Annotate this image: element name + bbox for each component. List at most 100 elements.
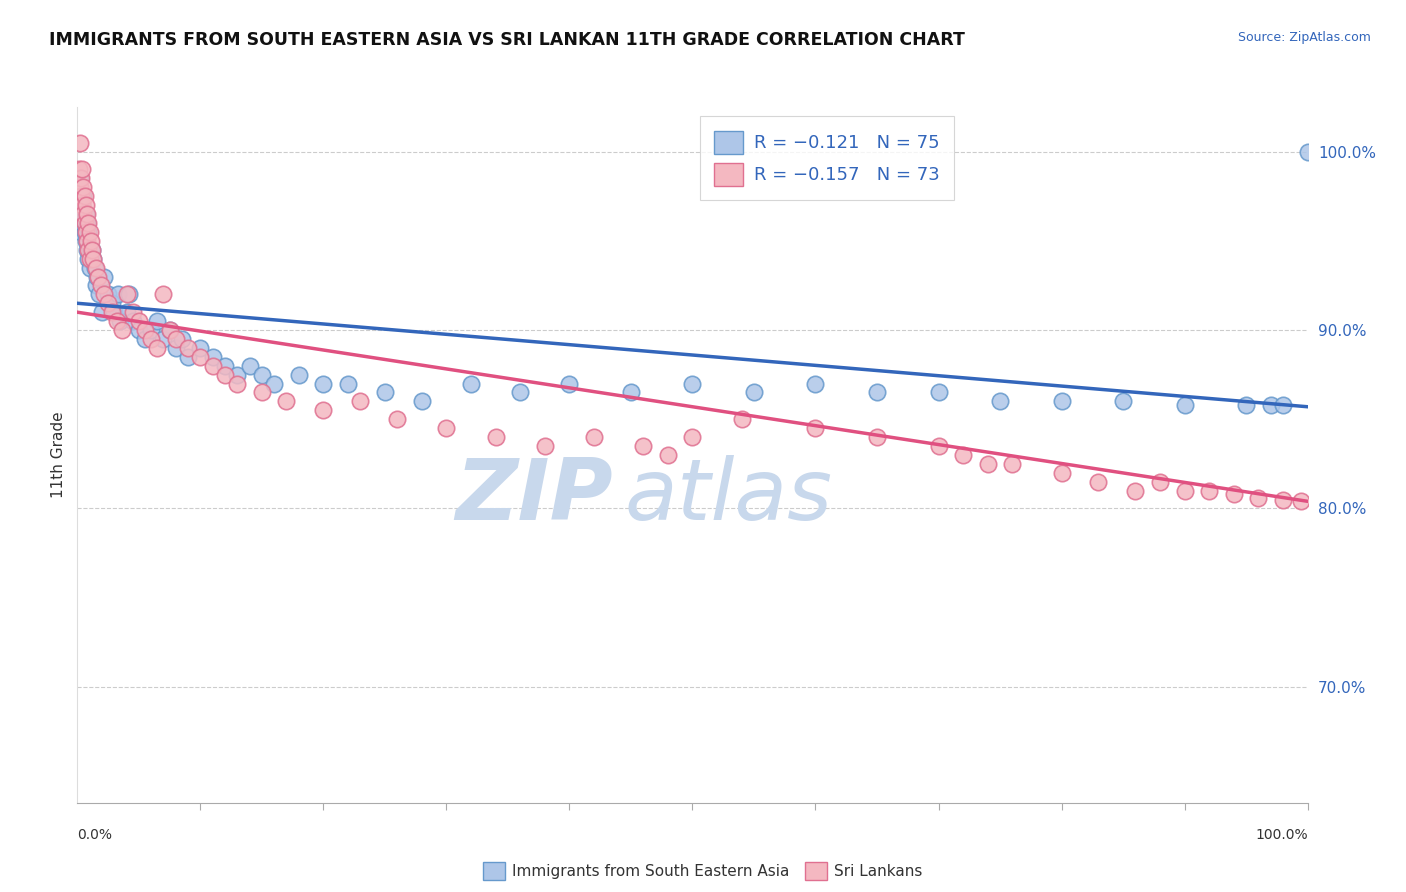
Point [115, 287, 138, 301]
Point [101, 296, 124, 310]
Point [93, 269, 115, 284]
Point [312, 376, 335, 391]
Point [80, 252, 103, 266]
Point [731, 412, 754, 426]
Point [349, 394, 371, 409]
Point [69, 136, 91, 150]
Point [73, 225, 96, 239]
Point [436, 421, 458, 435]
Point [90, 278, 112, 293]
Point [72, 207, 94, 221]
Point [83, 260, 105, 275]
Point [804, 421, 827, 435]
Point [387, 412, 409, 426]
Point [1223, 487, 1246, 501]
Point [82, 243, 104, 257]
Point [165, 332, 187, 346]
Point [374, 385, 396, 400]
Point [128, 323, 150, 337]
Point [79, 260, 101, 275]
Point [67, 162, 90, 177]
Point [73, 216, 96, 230]
Point [509, 385, 531, 400]
Point [75, 207, 97, 221]
Point [67, 189, 90, 203]
Point [866, 430, 889, 444]
Point [69, 171, 91, 186]
Point [152, 332, 174, 346]
Point [90, 305, 114, 319]
Point [80, 234, 103, 248]
Point [177, 341, 200, 355]
Point [107, 287, 129, 301]
Point [337, 376, 360, 391]
Point [82, 243, 104, 257]
Point [121, 314, 143, 328]
Point [534, 439, 557, 453]
Point [288, 368, 311, 382]
Point [1174, 398, 1197, 412]
Text: atlas: atlas [624, 455, 832, 538]
Point [1112, 394, 1135, 409]
Text: Source: ZipAtlas.com: Source: ZipAtlas.com [1237, 31, 1371, 45]
Point [276, 394, 298, 409]
Point [73, 189, 96, 203]
Point [76, 216, 98, 230]
Point [134, 332, 156, 346]
Point [103, 305, 125, 319]
Point [77, 216, 100, 230]
Point [72, 189, 94, 203]
Point [170, 332, 193, 346]
Point [111, 323, 132, 337]
Point [72, 180, 94, 194]
Point [105, 314, 128, 328]
Point [1087, 475, 1109, 489]
Point [152, 287, 174, 301]
Point [1050, 394, 1073, 409]
Point [633, 439, 655, 453]
Point [76, 234, 98, 248]
Point [165, 341, 187, 355]
Y-axis label: 11th Grade: 11th Grade [51, 411, 66, 499]
Point [97, 287, 120, 301]
Point [93, 287, 115, 301]
Text: ZIP: ZIP [456, 455, 613, 538]
Point [1149, 475, 1171, 489]
Point [73, 216, 96, 230]
Point [146, 314, 169, 328]
Point [76, 207, 98, 221]
Point [682, 430, 704, 444]
Point [121, 305, 143, 319]
Point [190, 341, 212, 355]
Point [141, 323, 163, 337]
Text: IMMIGRANTS FROM SOUTH EASTERN ASIA VS SRI LANKAN 11TH GRADE CORRELATION CHART: IMMIGRANTS FROM SOUTH EASTERN ASIA VS SR… [49, 31, 965, 49]
Point [70, 189, 93, 203]
Text: 0.0%: 0.0% [77, 828, 112, 842]
Point [146, 341, 169, 355]
Point [70, 216, 93, 230]
Point [97, 296, 120, 310]
Point [1174, 483, 1197, 498]
Point [70, 162, 93, 177]
Point [804, 376, 827, 391]
Point [128, 314, 150, 328]
Point [72, 207, 94, 221]
Point [87, 269, 110, 284]
Point [159, 323, 181, 337]
Point [988, 394, 1011, 409]
Point [86, 269, 108, 284]
Point [1198, 483, 1220, 498]
Point [82, 252, 104, 266]
Point [226, 368, 249, 382]
Point [312, 403, 335, 417]
Point [110, 314, 132, 328]
Point [118, 287, 141, 301]
Point [214, 368, 236, 382]
Point [977, 457, 1000, 471]
Point [77, 243, 100, 257]
Point [1272, 398, 1295, 412]
Point [77, 252, 100, 266]
Legend: R = −0.121   N = 75, R = −0.157   N = 73: R = −0.121 N = 75, R = −0.157 N = 73 [700, 116, 955, 201]
Point [159, 323, 181, 337]
Point [250, 385, 273, 400]
